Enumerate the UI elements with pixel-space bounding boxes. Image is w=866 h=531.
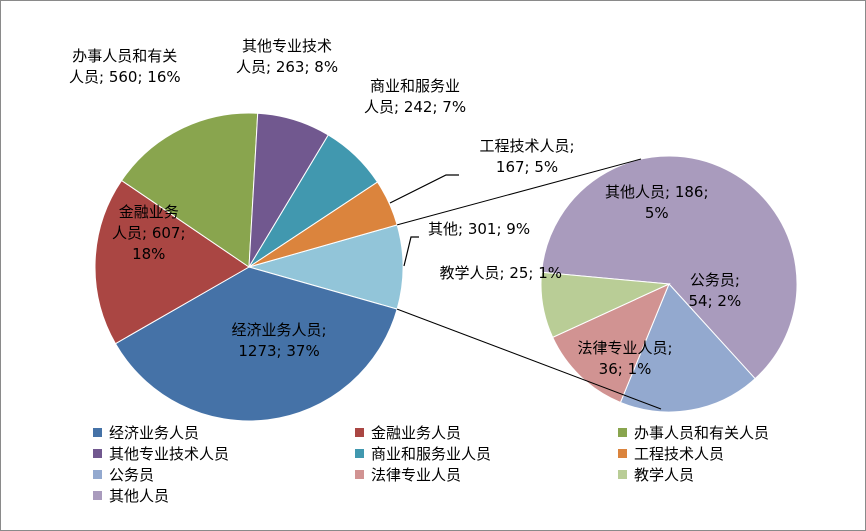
data-label-5-line: 人员; 242; 7%	[364, 98, 467, 116]
data-label-1-line: 经济业务人员;	[231, 321, 327, 339]
data-label-2-line: 人员; 607;	[112, 223, 186, 242]
pie-slice-other	[247, 224, 404, 310]
pie-slice-10	[540, 155, 798, 380]
legend-item: 其他专业技术人员	[93, 444, 229, 464]
legend-swatch	[355, 449, 364, 458]
data-label-4: 其他专业技术 人员; 263; 8%	[236, 36, 338, 78]
legend-swatch	[618, 470, 627, 479]
data-label-8-line: 36; 1%	[598, 360, 652, 378]
data-label-8-line: 法律专业人员;	[577, 339, 673, 357]
legend-item: 商业和服务业人员	[355, 444, 491, 464]
data-label-1: 经济业务人员; 1273; 37%	[232, 320, 327, 362]
data-label-10-line: 其他人员; 186;	[605, 183, 709, 201]
legend-item: 金融业务人员	[355, 423, 461, 443]
legend-item: 法律专业人员	[355, 465, 461, 485]
legend-label: 商业和服务业人员	[371, 445, 492, 463]
legend-item: 教学人员	[618, 465, 694, 485]
legend-swatch	[618, 428, 627, 437]
main-pie	[94, 112, 404, 421]
pie-slice-2	[94, 179, 250, 345]
data-label-5: 商业和服务业 人员; 242; 7%	[364, 76, 466, 118]
data-label-7: 公务员; 54; 2%	[689, 270, 742, 312]
legend-label: 教学人员	[634, 466, 695, 484]
legend-swatch	[618, 449, 627, 458]
legend-label: 法律专业人员	[371, 466, 462, 484]
data-label-2: 金融业务人员; 607; 18%	[112, 202, 186, 265]
pie-of-pie-chart	[94, 112, 798, 421]
data-label-2-line: 金融业务	[118, 202, 179, 221]
legend-item: 公务员	[93, 465, 154, 485]
data-label-7-line: 54; 2%	[688, 292, 742, 310]
legend-swatch	[93, 449, 102, 458]
secondary-pie	[540, 155, 798, 413]
connector-line-bottom	[396, 308, 662, 410]
leader-line-engineering	[389, 174, 459, 204]
data-label-3-line: 办事人员和有关	[72, 47, 178, 65]
connector-lines	[389, 158, 662, 410]
legend-label: 公务员	[109, 466, 155, 484]
connector-line-top	[396, 158, 642, 226]
data-label-10-line: 5%	[644, 204, 669, 222]
data-label-10: 其他人员; 186; 5%	[605, 182, 709, 224]
leader-line-other	[403, 236, 419, 267]
data-label-8: 法律专业人员; 36; 1%	[578, 338, 673, 380]
legend-label: 工程技术人员	[634, 445, 725, 463]
pie-slice-3	[120, 112, 259, 268]
legend-label: 金融业务人员	[371, 424, 462, 442]
pie-slice-7	[619, 283, 756, 413]
pie-slice-8	[552, 283, 670, 404]
pie-slice-9	[540, 271, 671, 339]
legend-swatch	[93, 428, 102, 437]
data-label-6-line: 167; 5%	[495, 158, 559, 176]
legend-item: 经济业务人员	[93, 423, 199, 443]
data-label-2-line: 18%	[132, 244, 166, 263]
legend-label: 其他专业技术人员	[109, 445, 230, 463]
data-label-3-line: 人员; 560; 16%	[69, 68, 181, 86]
data-label-other: 其他; 301; 9%	[428, 219, 530, 240]
data-label-6: 工程技术人员; 167; 5%	[480, 136, 575, 178]
legend-item: 办事人员和有关人员	[618, 423, 769, 443]
data-label-9: 教学人员; 25; 1%	[440, 263, 563, 284]
legend-label: 办事人员和有关人员	[634, 424, 770, 442]
data-label-4-line: 其他专业技术	[242, 37, 333, 55]
legend-item: 工程技术人员	[618, 444, 724, 464]
data-label-other-line: 其他; 301; 9%	[428, 219, 531, 238]
data-label-6-line: 工程技术人员;	[479, 137, 575, 155]
legend-swatch	[93, 491, 102, 500]
pie-slice-1	[114, 266, 398, 421]
data-label-7-line: 公务员;	[689, 271, 740, 289]
data-label-1-line: 1273; 37%	[238, 342, 320, 360]
data-label-3: 办事人员和有关 人员; 560; 16%	[69, 46, 181, 88]
data-label-5-line: 商业和服务业	[370, 77, 461, 95]
legend-item: 其他人员	[93, 486, 169, 506]
legend-swatch	[93, 470, 102, 479]
data-label-9-line: 教学人员; 25; 1%	[439, 263, 563, 282]
legend-swatch	[355, 428, 364, 437]
data-label-4-line: 人员; 263; 8%	[236, 58, 339, 76]
legend-swatch	[355, 470, 364, 479]
legend-label: 其他人员	[109, 487, 170, 505]
legend-label: 经济业务人员	[109, 424, 200, 442]
